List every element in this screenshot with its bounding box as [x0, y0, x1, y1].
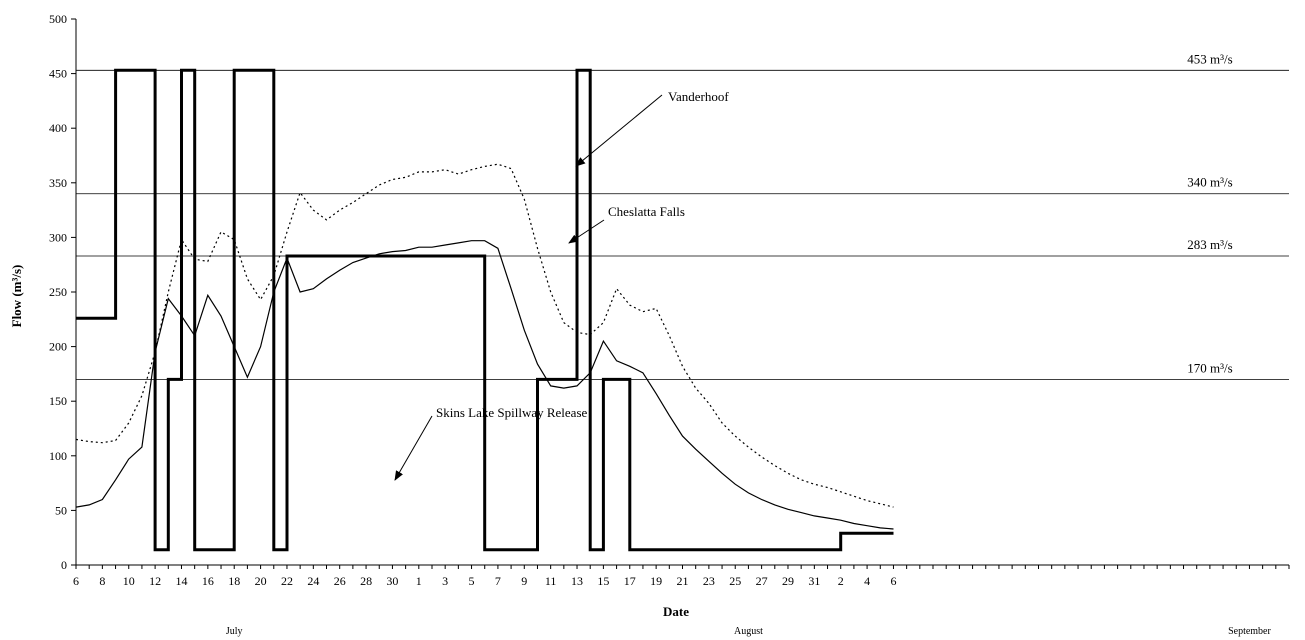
x-tick-label: 20 [255, 574, 267, 588]
annotation-arrow [394, 415, 433, 481]
y-tick-label: 0 [61, 558, 67, 572]
y-tick-label: 250 [49, 285, 67, 299]
x-tick-label: 13 [571, 574, 583, 588]
x-tick-label: 10 [123, 574, 135, 588]
x-tick-label: 7 [495, 574, 501, 588]
x-tick-label: 31 [808, 574, 820, 588]
x-tick-label: 25 [729, 574, 741, 588]
y-tick-label: 300 [49, 230, 67, 244]
x-tick-label: 29 [782, 574, 794, 588]
annotation-label: Vanderhoof [668, 89, 729, 104]
annotation-arrow [568, 219, 605, 244]
annotation-label: Cheslatta Falls [608, 204, 685, 219]
x-tick-label: 15 [597, 574, 609, 588]
x-tick-label: 1 [416, 574, 422, 588]
x-tick-label: 8 [99, 574, 105, 588]
x-tick-label: 9 [521, 574, 527, 588]
y-tick-label: 200 [49, 340, 67, 354]
series-layer [75, 68, 894, 552]
y-tick-label: 350 [49, 176, 67, 190]
annotations-layer: Vanderhoof Cheslatta Falls Skins Lake Spil… [394, 89, 729, 481]
y-axis-title: Flow (m³/s) [9, 265, 24, 328]
y-tick-label: 450 [49, 67, 67, 81]
y-tick-label: 400 [49, 121, 67, 135]
x-tick-label: 28 [360, 574, 372, 588]
x-tick-label: 16 [202, 574, 214, 588]
x-tick-label: 21 [677, 574, 689, 588]
x-tick-label: 22 [281, 574, 293, 588]
reference-line-label: 170 m³/s [1187, 360, 1232, 375]
reference-lines: 453 m³/s 340 m³/s 283 m³/s 170 m³/s [76, 51, 1289, 380]
reference-line-label: 340 m³/s [1187, 175, 1232, 190]
series-line-vanderhoof [75, 163, 894, 508]
x-tick-label: 30 [386, 574, 398, 588]
y-tick-label: 100 [49, 449, 67, 463]
x-tick-label: 6 [73, 574, 79, 588]
x-tick-label: 27 [756, 574, 768, 588]
reference-line-label: 453 m³/s [1187, 51, 1232, 66]
x-tick-label: 4 [864, 574, 870, 588]
x-tick-label: 14 [175, 574, 187, 588]
x-tick-label: 23 [703, 574, 715, 588]
series-line-skins-lake-spillway-release [76, 68, 894, 552]
x-tick-label: 3 [442, 574, 448, 588]
x-tick-label: 6 [890, 574, 896, 588]
x-tick-label: 2 [838, 574, 844, 588]
x-tick-label: 18 [228, 574, 240, 588]
month-label: August [734, 626, 763, 637]
month-label: July [226, 626, 243, 637]
x-tick-label: 12 [149, 574, 161, 588]
y-tick-label: 150 [49, 394, 67, 408]
x-tick-label: 26 [334, 574, 346, 588]
annotation-label: Skins Lake Spillway Release [436, 405, 588, 420]
series-line-cheslatta-falls [75, 240, 894, 530]
x-axis-title: Date [663, 604, 689, 619]
x-tick-label: 17 [624, 574, 636, 588]
y-tick-label: 500 [49, 12, 67, 26]
month-label: September [1228, 626, 1271, 637]
x-tick-label: 24 [307, 574, 319, 588]
x-tick-label: 5 [469, 574, 475, 588]
y-tick-label: 50 [55, 503, 67, 517]
x-tick-label: 11 [545, 574, 557, 588]
x-tick-label: 19 [650, 574, 662, 588]
reference-line-label: 283 m³/s [1187, 237, 1232, 252]
annotation-arrow [575, 94, 663, 167]
